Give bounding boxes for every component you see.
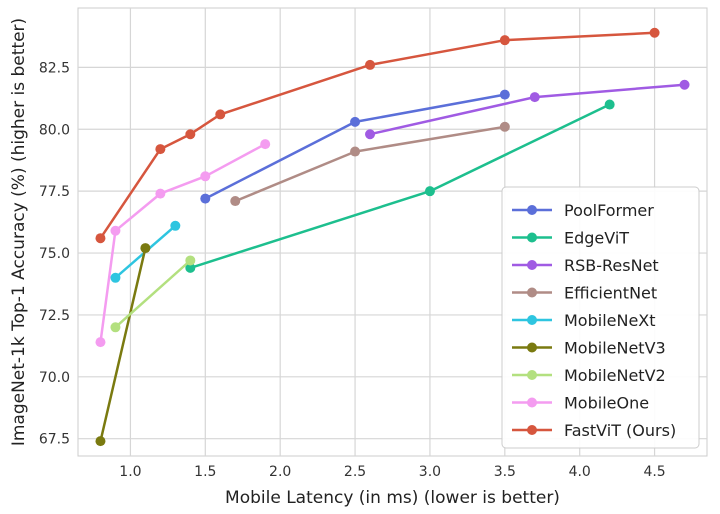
y-tick-label: 75.0 xyxy=(39,246,70,262)
y-tick-labels: 67.5 70.0 72.5 75.0 77.5 80.0 82.5 xyxy=(39,60,70,447)
data-point-mobilenext xyxy=(110,272,121,283)
legend-label: RSB-ResNet xyxy=(564,256,659,275)
y-tick-label: 70.0 xyxy=(39,370,70,386)
data-point-fastvit-ours xyxy=(155,144,166,155)
legend-label: MobileOne xyxy=(564,394,649,413)
legend-swatch-marker xyxy=(527,232,537,243)
y-tick-label: 67.5 xyxy=(39,432,70,448)
y-axis-label: ImageNet-1k Top-1 Accuracy (%) (higher i… xyxy=(9,18,29,446)
data-point-mobileone xyxy=(260,139,271,150)
series-line-mobilenetv2 xyxy=(114,259,192,329)
x-tick-label: 4.5 xyxy=(643,464,665,480)
data-point-fastvit-ours xyxy=(499,35,510,46)
legend-item-poolformer: PoolFormer xyxy=(512,201,654,220)
legend-label: PoolFormer xyxy=(564,201,654,220)
legend-label: MobileNetV2 xyxy=(564,366,666,385)
x-axis-label: Mobile Latency (in ms) (lower is better) xyxy=(225,488,560,508)
x-tick-label: 4.0 xyxy=(569,464,591,480)
series-mobileone xyxy=(95,139,271,348)
data-point-mobilenetv3 xyxy=(95,436,106,447)
data-point-mobilenetv3 xyxy=(140,243,151,254)
series-group xyxy=(95,27,690,447)
data-point-mobileone xyxy=(95,337,106,348)
series-mobilenetv3 xyxy=(95,243,151,447)
y-tick-label: 80.0 xyxy=(39,122,70,138)
legend-swatch-marker xyxy=(527,425,537,435)
legend-item-rsb-resnet: RSB-ResNet xyxy=(512,256,659,275)
data-point-mobilenext xyxy=(170,220,181,231)
data-point-fastvit-ours xyxy=(185,129,196,140)
legend-item-mobilenetv2: MobileNetV2 xyxy=(512,366,666,385)
x-tick-label: 2.0 xyxy=(269,464,291,480)
x-tick-labels: 1.0 1.5 2.0 2.5 3.0 3.5 4.0 4.5 xyxy=(119,464,665,480)
data-point-edgevit xyxy=(424,186,435,197)
legend-label: MobileNetV3 xyxy=(564,339,666,358)
series-edgevit xyxy=(185,99,615,273)
data-point-poolformer xyxy=(350,116,361,127)
y-tick-label: 72.5 xyxy=(39,308,70,324)
x-tick-label: 2.5 xyxy=(344,464,366,480)
legend-label: EfficientNet xyxy=(564,284,657,303)
x-tick-label: 1.0 xyxy=(119,464,141,480)
data-point-efficientnet xyxy=(350,146,361,157)
y-tick-label: 77.5 xyxy=(39,184,70,200)
data-point-rsb-resnet xyxy=(529,92,540,103)
legend-swatch-marker xyxy=(527,397,537,408)
x-tick-label: 1.5 xyxy=(194,464,216,480)
legend-swatch-marker xyxy=(527,287,537,298)
legend-item-mobilenetv3: MobileNetV3 xyxy=(512,339,666,358)
y-tick-label: 82.5 xyxy=(39,60,70,76)
data-point-efficientnet xyxy=(230,196,241,207)
data-point-mobilenetv2 xyxy=(110,322,121,333)
data-point-mobilenetv2 xyxy=(185,255,196,266)
series-rsb-resnet xyxy=(365,79,690,140)
data-point-efficientnet xyxy=(499,121,510,132)
data-point-fastvit-ours xyxy=(215,109,226,120)
series-fastvit-ours xyxy=(95,27,660,244)
data-point-poolformer xyxy=(200,193,211,204)
legend-label: EdgeViT xyxy=(564,229,629,248)
legend-item-mobileone: MobileOne xyxy=(512,394,649,413)
legend-label: MobileNeXt xyxy=(564,311,656,330)
legend-item-edgevit: EdgeViT xyxy=(512,229,629,248)
legend-item-fastvit-ours: FastViT (Ours) xyxy=(512,421,676,440)
data-point-mobileone xyxy=(110,225,121,236)
data-point-fastvit-ours xyxy=(649,27,660,38)
series-poolformer xyxy=(200,89,510,204)
series-mobilenetv2 xyxy=(110,255,196,333)
legend-swatch-marker xyxy=(527,342,537,353)
series-efficientnet xyxy=(230,121,510,207)
data-point-rsb-resnet xyxy=(365,129,376,140)
legend-swatch-marker xyxy=(527,370,537,380)
legend-swatch-marker xyxy=(527,315,537,325)
data-point-rsb-resnet xyxy=(679,79,690,90)
legend-swatch-marker xyxy=(527,260,537,270)
data-point-mobileone xyxy=(200,171,211,182)
data-point-mobileone xyxy=(155,188,166,199)
legend-label: FastViT (Ours) xyxy=(564,421,676,440)
legend-box xyxy=(501,186,700,449)
data-point-edgevit xyxy=(604,99,615,110)
x-tick-label: 3.5 xyxy=(494,464,516,480)
legend-item-mobilenext: MobileNeXt xyxy=(512,311,656,330)
legend-item-efficientnet: EfficientNet xyxy=(512,284,657,303)
data-point-fastvit-ours xyxy=(365,59,376,70)
data-point-poolformer xyxy=(499,89,510,100)
x-tick-label: 3.0 xyxy=(419,464,441,480)
data-point-fastvit-ours xyxy=(95,233,106,244)
legend: PoolFormer EdgeViT RSB-ResNet EfficientNet M… xyxy=(501,186,700,449)
legend-swatch-marker xyxy=(527,205,537,215)
series-line-mobilenetv3 xyxy=(99,247,147,442)
data-point-edgevit xyxy=(185,262,196,273)
